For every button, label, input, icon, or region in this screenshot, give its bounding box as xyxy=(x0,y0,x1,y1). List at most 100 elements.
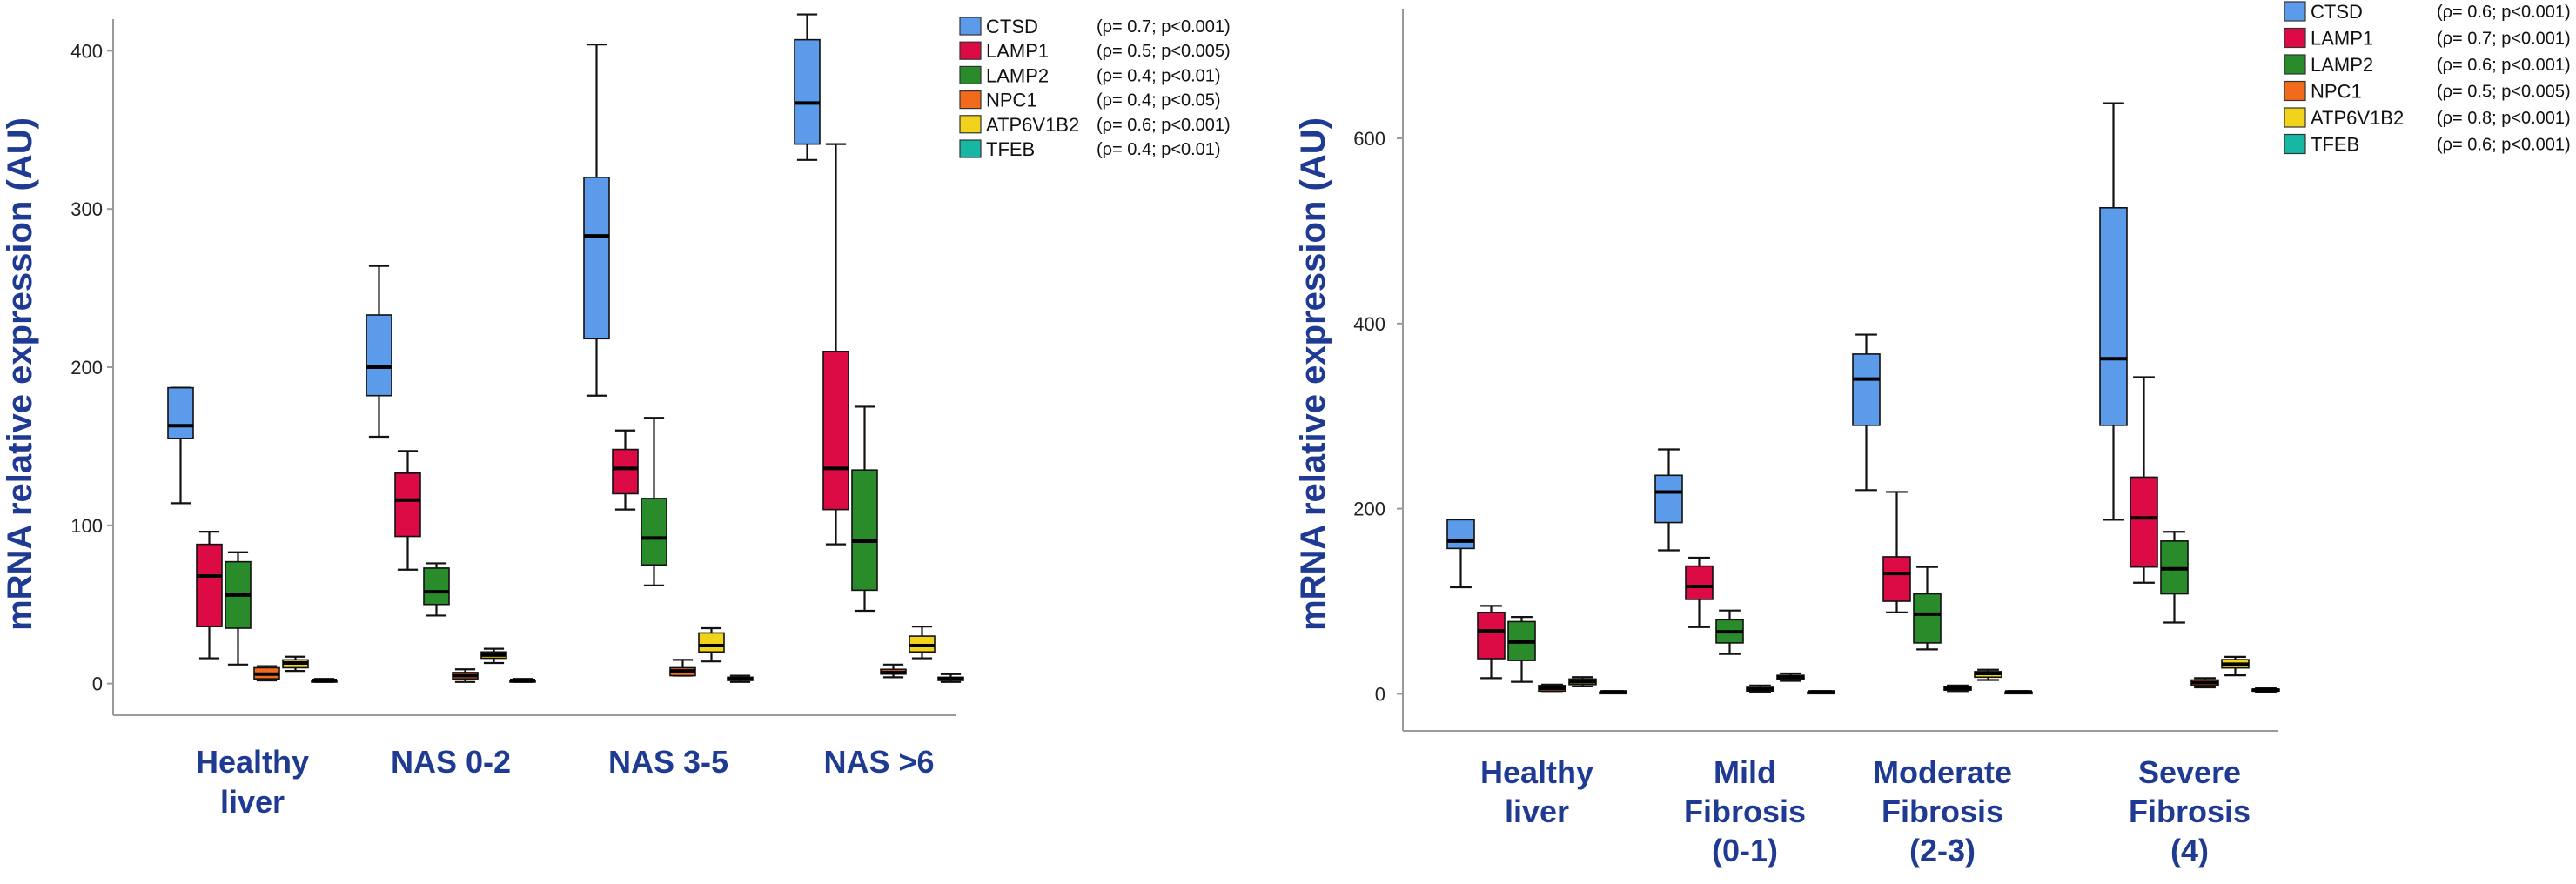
boxplot-npc1 xyxy=(253,665,280,682)
box-iqr xyxy=(698,632,725,653)
legend-stat: (ρ= 0.5; p<0.005) xyxy=(2437,83,2571,102)
box-iqr xyxy=(2099,206,2128,426)
y-tick-label: 100 xyxy=(70,515,103,537)
x-category-label-line: NAS 3-5 xyxy=(608,744,728,780)
x-category-label: NAS >6 xyxy=(823,744,934,780)
legend-label: CTSD xyxy=(986,16,1038,37)
chart-fibrosis-stage: 0 200 400 600 mRNA relative expression (AU) H… xyxy=(1294,1,2571,868)
boxplot-lamp1 xyxy=(822,143,849,546)
legend-swatch xyxy=(2284,80,2306,102)
boxplot-ctsd xyxy=(366,265,392,439)
boxplot-npc1 xyxy=(880,663,907,679)
box-iqr xyxy=(1852,353,1881,426)
legend-item-lamp2: LAMP2 (ρ= 0.6; p<0.001) xyxy=(2284,54,2571,76)
boxplot-ctsd xyxy=(794,13,821,161)
boxplot-tfeb xyxy=(2251,686,2280,693)
legend-label: TFEB xyxy=(2311,134,2359,156)
x-category-label-line: Fibrosis xyxy=(1684,794,1806,829)
x-category-label: NAS 3-5 xyxy=(608,744,728,780)
boxplot-tfeb xyxy=(937,673,964,683)
boxplot-atp6v1b2 xyxy=(909,626,936,660)
legend-swatch xyxy=(959,115,982,134)
x-category-label: Healthy liver xyxy=(196,744,309,820)
boxplot-lamp1 xyxy=(612,429,639,511)
box-iqr xyxy=(612,448,639,495)
boxplot-ctsd xyxy=(167,386,194,505)
boxplot-atp6v1b2 xyxy=(1776,672,1805,682)
y-tick-label: 400 xyxy=(70,40,103,62)
y-axis-label: mRNA relative expression (AU) xyxy=(1294,117,1332,631)
legend-stat: (ρ= 0.7; p<0.001) xyxy=(1097,17,1231,37)
x-category-label-line: NAS >6 xyxy=(823,744,934,780)
legend-swatch xyxy=(2284,1,2306,22)
box-iqr xyxy=(1654,474,1683,524)
legend-label: CTSD xyxy=(2311,1,2363,23)
legend-label: LAMP2 xyxy=(2311,54,2373,76)
x-category-label-line: liver xyxy=(1505,794,1569,829)
legend-swatch xyxy=(959,17,982,36)
legend-stat: (ρ= 0.6; p<0.001) xyxy=(2437,3,2571,22)
legend-stat: (ρ= 0.4; p<0.05) xyxy=(1097,91,1221,110)
y-tick-label: 600 xyxy=(1353,128,1385,150)
box-iqr xyxy=(851,469,878,592)
y-tick-label: 300 xyxy=(70,198,103,220)
legend-label: ATP6V1B2 xyxy=(986,114,1079,136)
x-category-label-line: Fibrosis xyxy=(2129,794,2251,829)
boxplot-npc1 xyxy=(2190,677,2219,689)
box-iqr xyxy=(1882,556,1911,602)
legend-item-npc1: NPC1 (ρ= 0.5; p<0.005) xyxy=(2284,81,2571,103)
boxplot-tfeb xyxy=(2004,690,2033,695)
boxplot-tfeb xyxy=(311,678,338,683)
boxplot-npc1 xyxy=(452,668,479,683)
box-iqr xyxy=(1477,611,1506,660)
boxplot-lamp1 xyxy=(2130,376,2158,584)
y-tick-label: 0 xyxy=(1375,683,1385,705)
box-iqr xyxy=(366,314,392,397)
boxplot-atp6v1b2 xyxy=(480,647,507,665)
box-iqr xyxy=(394,472,421,538)
boxplot-ctsd xyxy=(1654,448,1683,552)
x-category-label: Mild Fibrosis (0-1) xyxy=(1684,754,1806,868)
boxplot-ctsd xyxy=(1852,333,1881,492)
y-tick-label: 400 xyxy=(1353,313,1385,335)
boxplot-atp6v1b2 xyxy=(1974,668,2002,681)
x-category-label-line: (4) xyxy=(2170,833,2209,868)
x-category-label-line: Moderate xyxy=(1873,754,2012,790)
box-iqr xyxy=(794,38,821,145)
boxplot-tfeb xyxy=(1599,690,1627,695)
boxplot-lamp2 xyxy=(1507,616,1536,683)
boxplot-atp6v1b2 xyxy=(1568,676,1597,688)
legend-label: NPC1 xyxy=(2311,81,2362,103)
legend-swatch xyxy=(959,139,982,158)
legend-item-tfeb: TFEB (ρ= 0.6; p<0.001) xyxy=(2284,134,2571,156)
boxplot-npc1 xyxy=(1538,683,1566,693)
legend-swatch xyxy=(2284,107,2306,128)
legend-item-ctsd: CTSD (ρ= 0.7; p<0.001) xyxy=(959,16,1231,37)
legend-stat: (ρ= 0.6; p<0.001) xyxy=(1097,116,1231,135)
x-category-label-line: NAS 0-2 xyxy=(391,744,511,780)
y-axis-label: mRNA relative expression (AU) xyxy=(1,117,39,631)
x-category-label-line: (0-1) xyxy=(1712,833,1778,868)
legend-swatch xyxy=(2284,27,2306,49)
x-category-label-line: Mild xyxy=(1714,754,1776,790)
box-iqr xyxy=(583,177,610,340)
boxplot-lamp1 xyxy=(1882,491,1911,613)
boxplot-ctsd xyxy=(1446,519,1475,589)
x-category-label-line: Healthy xyxy=(196,744,309,780)
boxplot-tfeb xyxy=(1807,690,1835,695)
boxplot-npc1 xyxy=(1943,684,1972,693)
boxplot-lamp1 xyxy=(196,530,223,660)
box-iqr xyxy=(1913,593,1942,644)
boxplot-lamp1 xyxy=(1685,556,1714,628)
x-category-label-line: liver xyxy=(220,784,285,820)
boxplot-lamp1 xyxy=(394,450,421,571)
legend-label: TFEB xyxy=(986,138,1035,160)
legend-swatch xyxy=(2284,54,2306,75)
legend-stat: (ρ= 0.7; p<0.001) xyxy=(2437,30,2571,49)
boxplot-lamp2 xyxy=(225,551,252,666)
box-iqr xyxy=(822,351,849,511)
x-category-label: Healthy liver xyxy=(1480,754,1593,829)
legend-swatch xyxy=(959,90,982,110)
boxplot-ctsd xyxy=(583,43,610,397)
